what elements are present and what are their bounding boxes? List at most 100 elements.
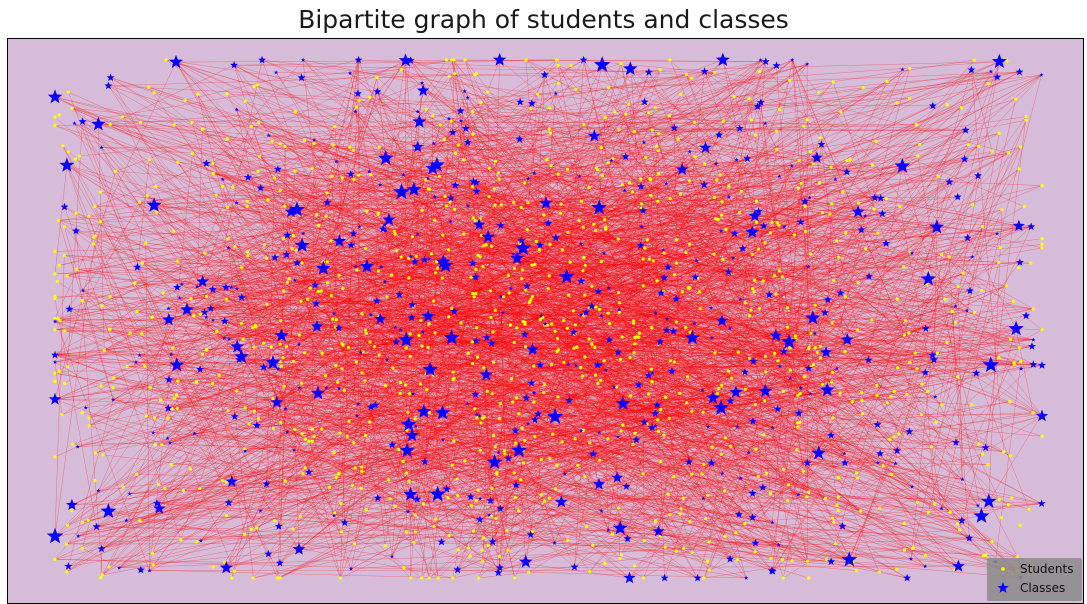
class-node [75,444,80,449]
student-node [249,527,253,531]
student-node [1008,400,1012,404]
class-node [348,566,354,571]
student-node [211,381,215,386]
class-node [127,491,132,496]
student-node [554,58,559,62]
student-node [752,290,756,294]
student-node [796,425,800,429]
student-node [593,345,597,349]
student-node [526,201,530,205]
student-node [205,348,209,352]
class-node [546,408,564,424]
student-node [588,570,592,574]
class-node [332,234,347,247]
student-node [60,413,64,417]
class-node [961,126,970,134]
class-node [371,400,380,409]
student-node [756,474,760,478]
student-node [255,83,260,87]
student-node [639,202,644,206]
class-node [745,225,759,238]
class-node [699,141,712,154]
student-node [57,369,62,373]
student-node [392,229,396,233]
student-node [773,351,777,355]
student-node [525,228,529,232]
student-node [980,452,985,456]
student-node [641,472,645,476]
student-node [446,496,450,500]
student-node [475,326,479,330]
student-node [279,420,283,424]
student-node [588,441,592,445]
student-node [807,490,811,494]
student-node [480,548,484,552]
student-node [515,396,519,400]
class-node [450,307,459,315]
student-node [484,243,488,247]
student-node [477,576,481,580]
student-node [1031,307,1035,311]
student-node [1017,266,1021,270]
class-node [301,231,306,236]
student-node [383,384,387,388]
class-node [478,496,483,501]
student-node [856,280,860,285]
class-node [534,409,543,418]
class-node [865,272,873,280]
student-node [329,293,333,298]
student-node [387,478,391,482]
student-node [307,439,311,443]
class-node [284,205,297,217]
student-node [473,218,477,223]
student-node [399,255,403,259]
class-node [379,264,384,269]
student-node [432,299,436,303]
class-node [1022,311,1031,320]
class-node [406,56,415,64]
student-node [114,169,118,173]
student-node [611,157,615,161]
student-node [363,379,367,383]
class-node [597,430,602,435]
class-node [551,233,560,242]
class-node [262,479,271,488]
class-node [570,562,579,571]
student-node [151,563,155,567]
student-node [503,452,507,456]
class-node [670,123,679,132]
student-node [667,114,672,118]
student-node [246,254,250,258]
class-node [870,193,879,201]
class-node [805,310,821,325]
student-node [809,252,813,256]
student-node [245,204,249,209]
student-node [619,62,623,66]
student-node [449,119,453,123]
class-node [169,54,183,68]
class-node [731,255,736,260]
class-node [283,406,288,411]
student-node [271,397,275,401]
student-node [53,272,57,276]
student-node [421,502,425,506]
class-node [772,61,781,69]
class-node [425,176,431,181]
class-node [437,537,446,546]
class-node [591,199,608,215]
class-node [981,443,990,452]
student-node [751,287,755,291]
student-node [453,72,457,76]
student-node [412,540,416,544]
student-node [657,172,661,176]
class-node [754,207,763,215]
student-node [707,568,711,572]
class-node [379,224,387,233]
student-node [1002,450,1006,454]
student-node [650,128,654,132]
class-node [382,222,387,227]
class-node [665,316,670,321]
student-node [536,92,540,96]
student-node [573,323,578,327]
class-node [358,350,363,355]
